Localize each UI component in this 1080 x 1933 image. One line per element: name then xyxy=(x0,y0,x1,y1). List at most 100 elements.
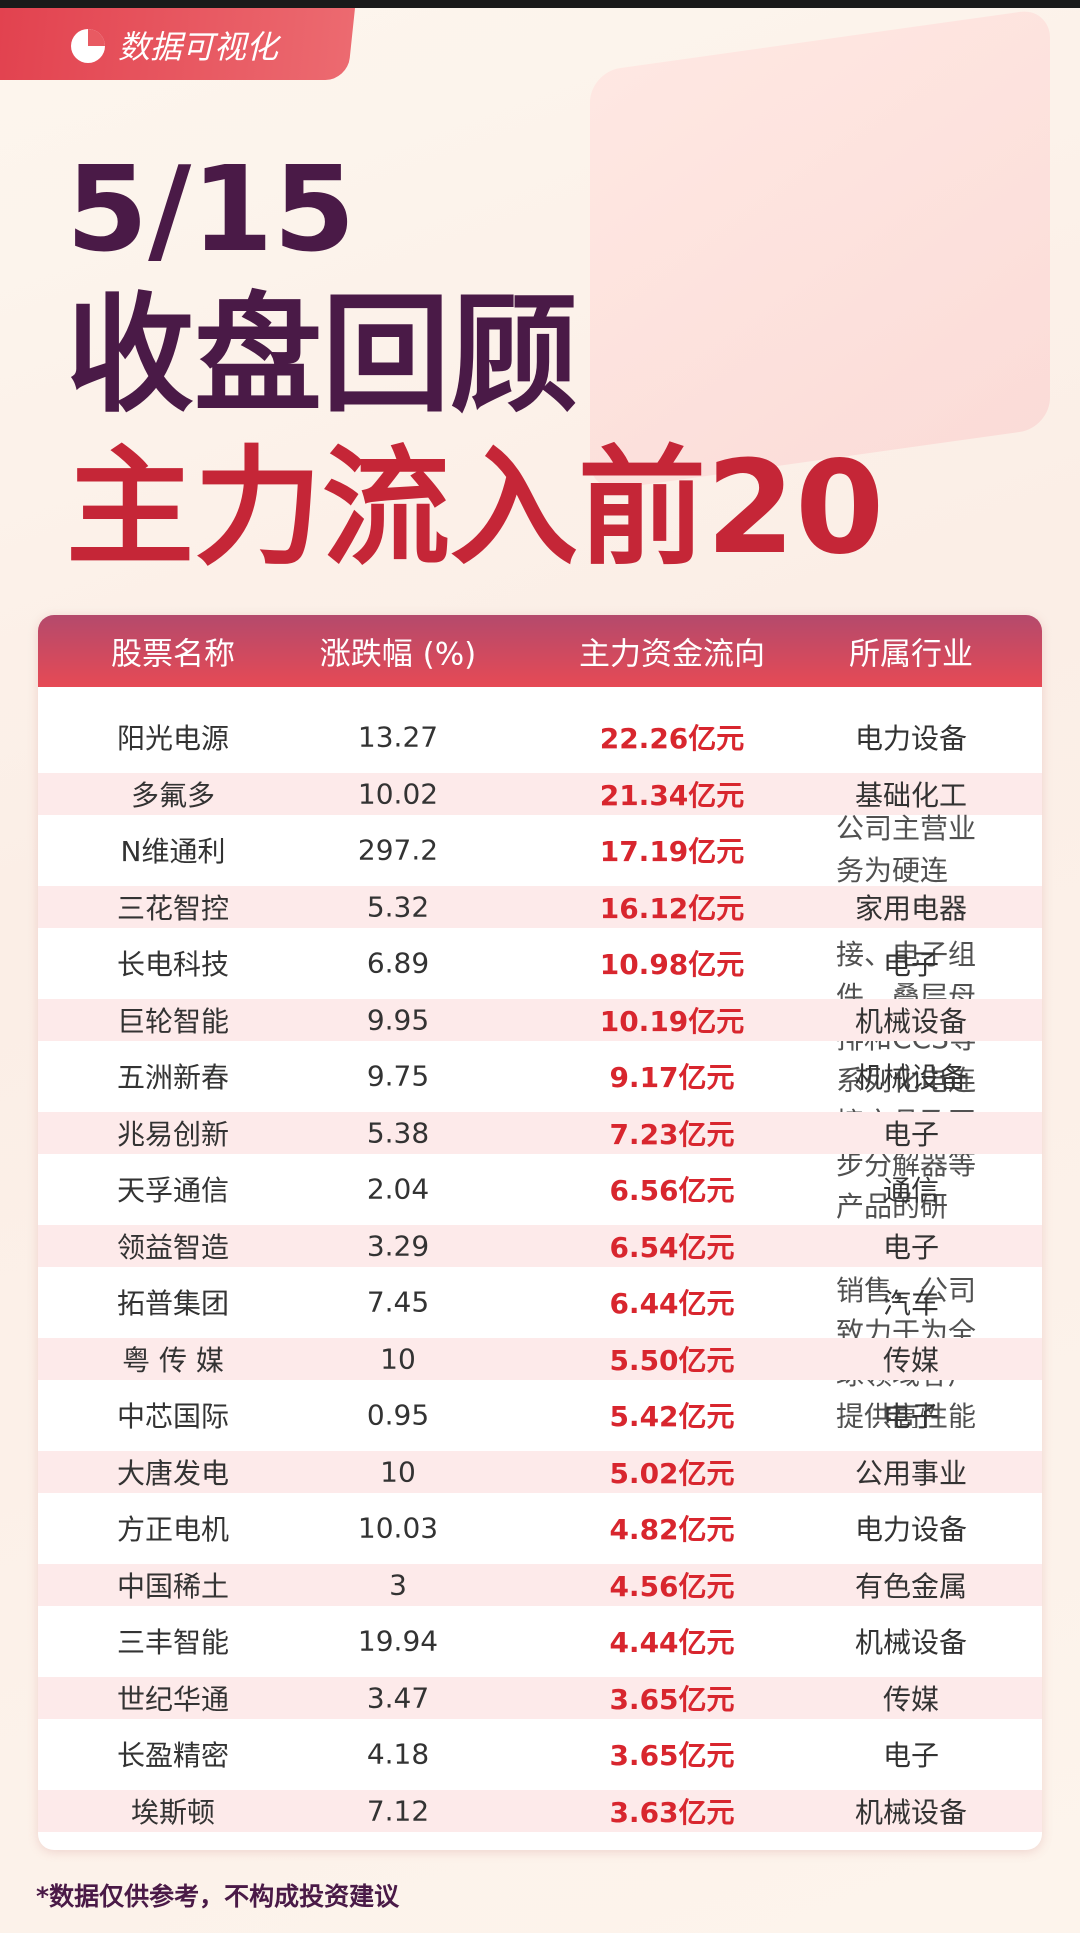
stock-name: 世纪华通 xyxy=(116,1682,230,1716)
row-stripe xyxy=(38,1789,1042,1832)
stock-name: N维通利 xyxy=(120,835,226,868)
table-header xyxy=(38,615,1042,687)
change-pct: 10.03 xyxy=(357,1511,439,1545)
industry: 机械设备 xyxy=(854,1004,968,1038)
main-flow: 3.65亿元 xyxy=(609,1682,735,1716)
row-stripe xyxy=(38,1676,1042,1719)
stock-name: 天孚通信 xyxy=(116,1174,230,1207)
change-pct: 3.29 xyxy=(366,1229,430,1262)
row-stripe xyxy=(38,1111,1042,1154)
industry: 机械设备 xyxy=(854,1061,968,1094)
main-flow: 7.23亿元 xyxy=(609,1117,735,1151)
industry: 电子 xyxy=(882,1230,940,1264)
change-pct: 10 xyxy=(380,1455,416,1488)
industry: 机械设备 xyxy=(854,1626,968,1659)
main-flow: 4.56亿元 xyxy=(609,1569,735,1603)
stock-name: 领益智造 xyxy=(116,1230,230,1264)
stock-name: 兆易创新 xyxy=(116,1117,230,1151)
main-flow: 9.17亿元 xyxy=(609,1061,735,1094)
main-flow: 5.02亿元 xyxy=(609,1456,735,1490)
row-stripe xyxy=(38,1563,1042,1606)
stock-name: 埃斯顿 xyxy=(130,1795,216,1829)
industry: 基础化工 xyxy=(854,778,968,812)
industry: 电力设备 xyxy=(854,1513,968,1546)
change-pct: 10.02 xyxy=(357,777,439,810)
industry: 电力设备 xyxy=(854,722,968,755)
industry: 电子 xyxy=(882,1400,940,1433)
main-flow: 5.42亿元 xyxy=(609,1400,735,1433)
main-flow: 3.65亿元 xyxy=(609,1739,735,1772)
stock-name: 方正电机 xyxy=(116,1513,230,1546)
stock-name: 三花智控 xyxy=(116,891,230,925)
stock-name: 巨轮智能 xyxy=(116,1004,230,1038)
industry: 传媒 xyxy=(882,1343,940,1377)
industry: 电子 xyxy=(882,1739,940,1772)
change-pct: 297.2 xyxy=(357,833,439,867)
industry: 通信 xyxy=(882,1174,940,1207)
row-stripe xyxy=(38,1450,1042,1493)
main-flow: 6.54亿元 xyxy=(609,1230,735,1264)
stock-name: 五洲新春 xyxy=(116,1061,230,1094)
main-flow: 5.50亿元 xyxy=(609,1343,735,1377)
industry: 公用事业 xyxy=(854,1456,968,1490)
change-pct: 10 xyxy=(380,1342,416,1375)
status-bar xyxy=(0,0,1080,8)
industry: 汽车 xyxy=(882,1287,940,1320)
column-header: 涨跌幅 (%) xyxy=(319,636,477,673)
main-flow: 6.56亿元 xyxy=(609,1174,735,1207)
column-header: 主力资金流向 xyxy=(579,636,765,673)
main-flow: 4.82亿元 xyxy=(609,1513,735,1546)
title-sub: 主力流入前20 xyxy=(66,434,885,583)
main-flow: 17.19亿元 xyxy=(599,835,745,868)
main-flow: 21.34亿元 xyxy=(599,778,745,812)
stock-name: 多氟多 xyxy=(130,778,216,812)
row-stripe xyxy=(38,1337,1042,1380)
change-pct: 0.95 xyxy=(366,1398,430,1432)
industry: 机械设备 xyxy=(854,1795,968,1829)
stock-name: 大唐发电 xyxy=(116,1456,230,1490)
industry: 电子 xyxy=(882,948,940,981)
main-flow: 4.44亿元 xyxy=(609,1626,735,1659)
industry: 电子 xyxy=(882,1117,940,1151)
change-pct: 7.45 xyxy=(366,1285,430,1319)
main-flow: 6.44亿元 xyxy=(609,1287,735,1320)
column-header: 所属行业 xyxy=(849,636,973,673)
change-pct: 9.95 xyxy=(366,1003,430,1036)
stock-name: 长盈精密 xyxy=(116,1739,230,1772)
title-date: 5/15 xyxy=(66,140,356,278)
change-pct: 19.94 xyxy=(357,1624,439,1658)
main-flow: 16.12亿元 xyxy=(599,891,745,925)
row-stripe xyxy=(38,885,1042,928)
row-stripe xyxy=(38,772,1042,815)
stock-name: 拓普集团 xyxy=(116,1287,230,1320)
change-pct: 3 xyxy=(389,1568,407,1601)
table-card: 股票名称 涨跌幅 (%) 主力资金流向 所属行业 阳光电源 13.27 22.26亿元 电力设… xyxy=(38,615,1042,1850)
change-pct: 4.18 xyxy=(366,1737,430,1771)
change-pct: 13.27 xyxy=(357,720,439,754)
stock-name: 中国稀土 xyxy=(116,1569,230,1603)
stock-name: 阳光电源 xyxy=(116,722,230,755)
column-header: 股票名称 xyxy=(111,636,235,673)
change-pct: 5.38 xyxy=(366,1116,430,1149)
pie-icon xyxy=(71,29,105,63)
change-pct: 5.32 xyxy=(366,890,430,923)
disclaimer: *数据仅供参考，不构成投资建议 xyxy=(36,1882,400,1911)
tag-text: 数据可视化 xyxy=(118,28,279,66)
change-pct: 6.89 xyxy=(366,946,430,980)
industry: 家用电器 xyxy=(854,891,968,925)
change-pct: 3.47 xyxy=(366,1681,430,1714)
main-flow: 10.98亿元 xyxy=(599,948,745,981)
stock-name: 中芯国际 xyxy=(116,1400,230,1433)
change-pct: 7.12 xyxy=(366,1794,430,1827)
stock-name: 粤 传 媒 xyxy=(122,1343,224,1377)
main-flow: 10.19亿元 xyxy=(599,1004,745,1038)
change-pct: 2.04 xyxy=(366,1172,430,1206)
row-stripe xyxy=(38,1224,1042,1267)
illustration xyxy=(590,7,1050,493)
industry: 有色金属 xyxy=(854,1569,968,1603)
main-flow: 22.26亿元 xyxy=(599,722,745,755)
stock-name: 三丰智能 xyxy=(116,1626,230,1659)
industry: 传媒 xyxy=(882,1682,940,1716)
stock-name: 长电科技 xyxy=(116,948,230,981)
